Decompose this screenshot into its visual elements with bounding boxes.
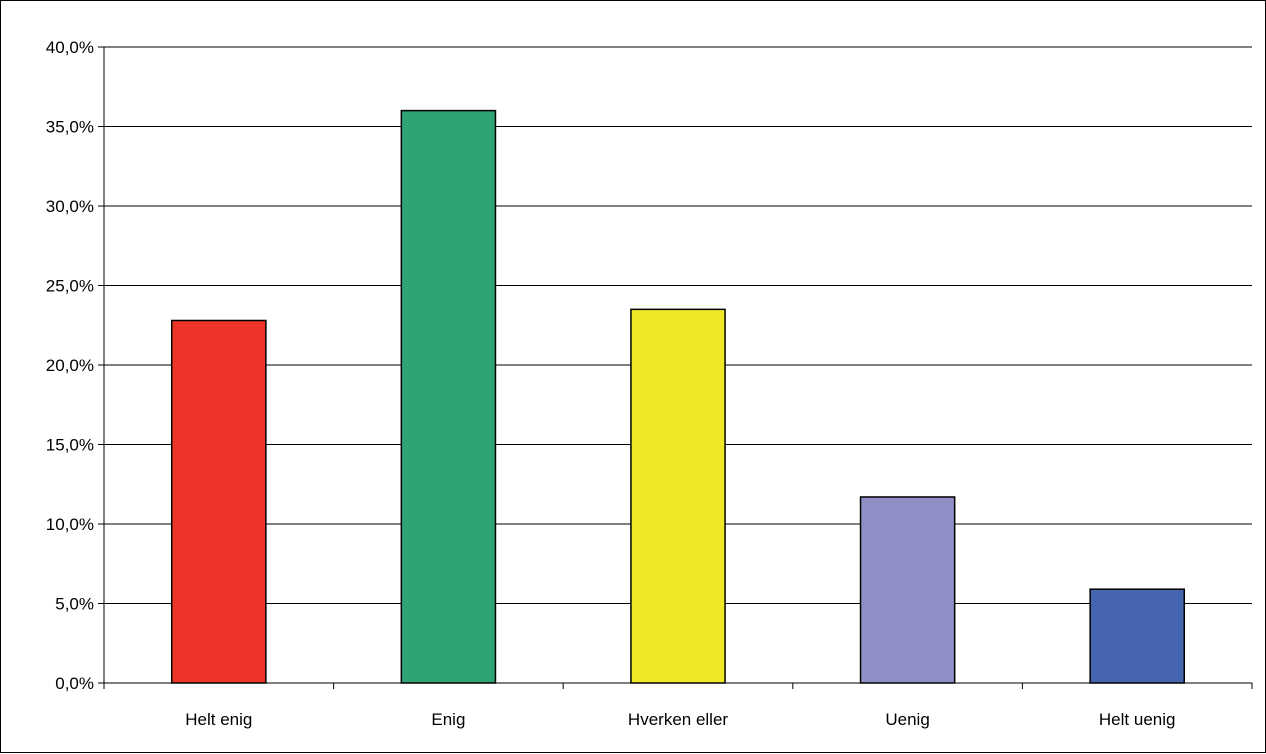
y-tick-label: 5,0% <box>55 595 94 614</box>
bar-helt-uenig <box>1089 588 1186 684</box>
y-tick-labels: 0,0% 5,0% 10,0% 15,0% 20,0% 25,0% 30,0% 35,0% 40… <box>46 38 94 693</box>
y-tick-label: 10,0% <box>46 515 94 534</box>
y-tick-label: 35,0% <box>46 118 94 137</box>
y-tick-label: 25,0% <box>46 277 94 296</box>
y-tick-label: 15,0% <box>46 436 94 455</box>
y-tick-label: 30,0% <box>46 197 94 216</box>
bar-uenig <box>859 496 956 684</box>
bars <box>170 109 1186 684</box>
bar-hverken-eller <box>630 308 726 684</box>
x-tick-labels: Helt enig Enig Hverken eller Uenig Helt ueni… <box>185 710 1175 729</box>
x-tick-label: Enig <box>431 710 465 729</box>
y-tick-label: 40,0% <box>46 38 94 57</box>
y-tick-label: 20,0% <box>46 356 94 375</box>
axes <box>98 46 1253 689</box>
x-tick-label: Uenig <box>885 710 929 729</box>
x-tick-label: Hverken eller <box>628 710 728 729</box>
bar-enig <box>400 109 497 684</box>
x-tick-label: Helt enig <box>185 710 252 729</box>
x-tick-label: Helt uenig <box>1099 710 1176 729</box>
bar-helt-enig <box>170 319 267 684</box>
y-tick-label: 0,0% <box>55 674 94 693</box>
